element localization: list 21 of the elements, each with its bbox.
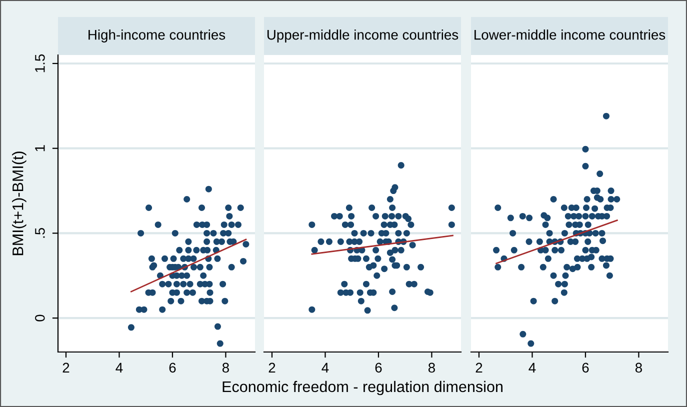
y-tick-label: 0 xyxy=(35,314,45,322)
x-tick-label: 6 xyxy=(582,362,589,373)
x-tick-label: 8 xyxy=(635,362,642,373)
y-tick-label: .5 xyxy=(35,228,45,238)
x-tick-label: 6 xyxy=(169,362,176,373)
y-axis-title: BMI(t+1)-BMI(t) xyxy=(12,152,26,256)
x-tick-label: 8 xyxy=(222,362,229,373)
x-tick-label: 2 xyxy=(268,362,276,372)
x-tick-label: 8 xyxy=(428,362,435,373)
y-tick-label: 1.5 xyxy=(35,54,45,72)
chart-title: High-income countries xyxy=(88,30,226,42)
x-tick-label: 2 xyxy=(476,362,482,372)
x-axis-title: Economic freedom - regulation dimension xyxy=(222,380,502,396)
x-tick-label: 2 xyxy=(62,362,70,372)
chart-title: Upper-middle income countries xyxy=(267,30,458,42)
x-tick-label: 4 xyxy=(116,362,123,372)
y-tick-label: 1 xyxy=(35,145,45,152)
x-tick-label: 4 xyxy=(322,362,329,372)
x-tick-label: 6 xyxy=(375,362,382,373)
x-tick-label: 4 xyxy=(528,362,536,372)
chart-title: Lower-middle income countries xyxy=(474,30,666,40)
